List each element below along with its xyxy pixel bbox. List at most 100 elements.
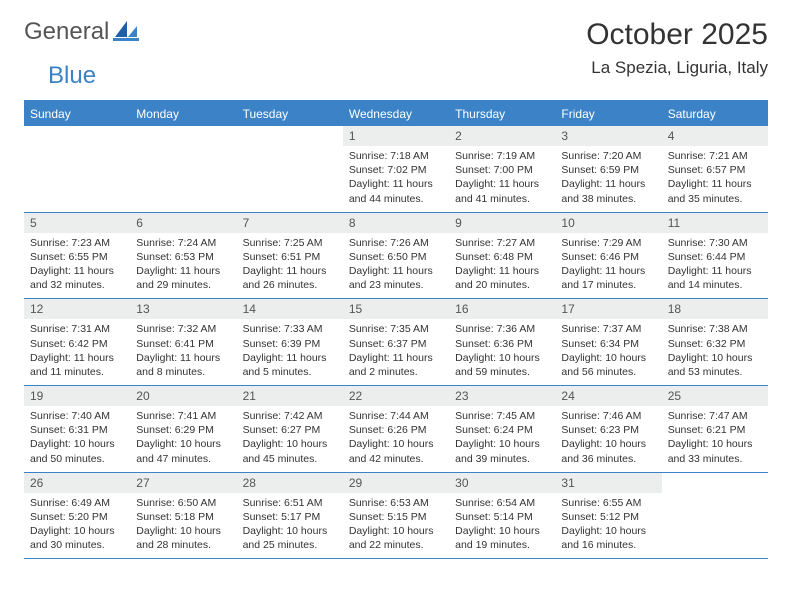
day-details: Sunrise: 7:41 AMSunset: 6:29 PMDaylight:… (130, 406, 236, 472)
weekday-tuesday: Tuesday (237, 102, 343, 126)
calendar: Sunday Monday Tuesday Wednesday Thursday… (24, 100, 768, 559)
day-details: Sunrise: 6:53 AMSunset: 5:15 PMDaylight:… (343, 493, 449, 559)
calendar-week: 26Sunrise: 6:49 AMSunset: 5:20 PMDayligh… (24, 473, 768, 560)
day-details: Sunrise: 7:19 AMSunset: 7:00 PMDaylight:… (449, 146, 555, 212)
day-number: 6 (130, 213, 236, 233)
day-number: 20 (130, 386, 236, 406)
day-number: 22 (343, 386, 449, 406)
calendar-cell: 10Sunrise: 7:29 AMSunset: 6:46 PMDayligh… (555, 213, 661, 299)
day-details: Sunrise: 7:32 AMSunset: 6:41 PMDaylight:… (130, 319, 236, 385)
day-details: Sunrise: 6:54 AMSunset: 5:14 PMDaylight:… (449, 493, 555, 559)
day-details: Sunrise: 7:21 AMSunset: 6:57 PMDaylight:… (662, 146, 768, 212)
day-number: 4 (662, 126, 768, 146)
day-details: Sunrise: 7:30 AMSunset: 6:44 PMDaylight:… (662, 233, 768, 299)
day-details: Sunrise: 7:20 AMSunset: 6:59 PMDaylight:… (555, 146, 661, 212)
weekday-monday: Monday (130, 102, 236, 126)
month-title: October 2025 (586, 18, 768, 52)
weekday-saturday: Saturday (662, 102, 768, 126)
day-number: 27 (130, 473, 236, 493)
day-number: 28 (237, 473, 343, 493)
calendar-cell: 28Sunrise: 6:51 AMSunset: 5:17 PMDayligh… (237, 473, 343, 559)
calendar-week: 19Sunrise: 7:40 AMSunset: 6:31 PMDayligh… (24, 386, 768, 473)
weekday-thursday: Thursday (449, 102, 555, 126)
calendar-cell: 29Sunrise: 6:53 AMSunset: 5:15 PMDayligh… (343, 473, 449, 559)
day-number: 5 (24, 213, 130, 233)
day-number: 17 (555, 299, 661, 319)
calendar-cell: 12Sunrise: 7:31 AMSunset: 6:42 PMDayligh… (24, 299, 130, 385)
calendar-week: 1Sunrise: 7:18 AMSunset: 7:02 PMDaylight… (24, 126, 768, 213)
day-number: 10 (555, 213, 661, 233)
day-details: Sunrise: 6:49 AMSunset: 5:20 PMDaylight:… (24, 493, 130, 559)
day-details: Sunrise: 7:35 AMSunset: 6:37 PMDaylight:… (343, 319, 449, 385)
day-details: Sunrise: 7:25 AMSunset: 6:51 PMDaylight:… (237, 233, 343, 299)
brand-logo: General (24, 18, 143, 46)
calendar-cell: 20Sunrise: 7:41 AMSunset: 6:29 PMDayligh… (130, 386, 236, 472)
day-number: 12 (24, 299, 130, 319)
calendar-week: 12Sunrise: 7:31 AMSunset: 6:42 PMDayligh… (24, 299, 768, 386)
calendar-cell (237, 126, 343, 212)
calendar-cell (24, 126, 130, 212)
calendar-cell: 1Sunrise: 7:18 AMSunset: 7:02 PMDaylight… (343, 126, 449, 212)
calendar-week: 5Sunrise: 7:23 AMSunset: 6:55 PMDaylight… (24, 213, 768, 300)
weekday-sunday: Sunday (24, 102, 130, 126)
calendar-cell: 23Sunrise: 7:45 AMSunset: 6:24 PMDayligh… (449, 386, 555, 472)
weekday-header: Sunday Monday Tuesday Wednesday Thursday… (24, 102, 768, 126)
calendar-cell: 14Sunrise: 7:33 AMSunset: 6:39 PMDayligh… (237, 299, 343, 385)
calendar-cell: 21Sunrise: 7:42 AMSunset: 6:27 PMDayligh… (237, 386, 343, 472)
day-details: Sunrise: 6:55 AMSunset: 5:12 PMDaylight:… (555, 493, 661, 559)
calendar-cell: 30Sunrise: 6:54 AMSunset: 5:14 PMDayligh… (449, 473, 555, 559)
calendar-cell: 9Sunrise: 7:27 AMSunset: 6:48 PMDaylight… (449, 213, 555, 299)
calendar-cell: 8Sunrise: 7:26 AMSunset: 6:50 PMDaylight… (343, 213, 449, 299)
calendar-cell: 19Sunrise: 7:40 AMSunset: 6:31 PMDayligh… (24, 386, 130, 472)
day-number: 18 (662, 299, 768, 319)
day-number: 1 (343, 126, 449, 146)
day-details: Sunrise: 6:50 AMSunset: 5:18 PMDaylight:… (130, 493, 236, 559)
sail-icon (113, 19, 139, 46)
day-details: Sunrise: 7:47 AMSunset: 6:21 PMDaylight:… (662, 406, 768, 472)
day-number: 13 (130, 299, 236, 319)
calendar-cell: 13Sunrise: 7:32 AMSunset: 6:41 PMDayligh… (130, 299, 236, 385)
day-number: 26 (24, 473, 130, 493)
day-details: Sunrise: 7:45 AMSunset: 6:24 PMDaylight:… (449, 406, 555, 472)
calendar-cell: 5Sunrise: 7:23 AMSunset: 6:55 PMDaylight… (24, 213, 130, 299)
calendar-cell: 4Sunrise: 7:21 AMSunset: 6:57 PMDaylight… (662, 126, 768, 212)
day-number: 31 (555, 473, 661, 493)
day-number: 14 (237, 299, 343, 319)
day-number: 16 (449, 299, 555, 319)
day-details: Sunrise: 6:51 AMSunset: 5:17 PMDaylight:… (237, 493, 343, 559)
day-number: 7 (237, 213, 343, 233)
day-details: Sunrise: 7:26 AMSunset: 6:50 PMDaylight:… (343, 233, 449, 299)
day-number: 24 (555, 386, 661, 406)
location-text: La Spezia, Liguria, Italy (586, 58, 768, 78)
calendar-cell (662, 473, 768, 559)
day-number: 19 (24, 386, 130, 406)
day-details: Sunrise: 7:24 AMSunset: 6:53 PMDaylight:… (130, 233, 236, 299)
day-details: Sunrise: 7:46 AMSunset: 6:23 PMDaylight:… (555, 406, 661, 472)
calendar-cell: 15Sunrise: 7:35 AMSunset: 6:37 PMDayligh… (343, 299, 449, 385)
day-details: Sunrise: 7:36 AMSunset: 6:36 PMDaylight:… (449, 319, 555, 385)
day-number: 15 (343, 299, 449, 319)
brand-name-b: Blue (48, 62, 96, 90)
day-details: Sunrise: 7:44 AMSunset: 6:26 PMDaylight:… (343, 406, 449, 472)
day-number: 30 (449, 473, 555, 493)
calendar-body: 1Sunrise: 7:18 AMSunset: 7:02 PMDaylight… (24, 126, 768, 559)
day-details: Sunrise: 7:38 AMSunset: 6:32 PMDaylight:… (662, 319, 768, 385)
day-number: 8 (343, 213, 449, 233)
day-number: 23 (449, 386, 555, 406)
calendar-cell: 2Sunrise: 7:19 AMSunset: 7:00 PMDaylight… (449, 126, 555, 212)
day-details: Sunrise: 7:42 AMSunset: 6:27 PMDaylight:… (237, 406, 343, 472)
calendar-cell: 27Sunrise: 6:50 AMSunset: 5:18 PMDayligh… (130, 473, 236, 559)
day-details: Sunrise: 7:27 AMSunset: 6:48 PMDaylight:… (449, 233, 555, 299)
day-number: 3 (555, 126, 661, 146)
calendar-cell: 18Sunrise: 7:38 AMSunset: 6:32 PMDayligh… (662, 299, 768, 385)
title-box: October 2025 La Spezia, Liguria, Italy (586, 18, 768, 78)
day-details: Sunrise: 7:31 AMSunset: 6:42 PMDaylight:… (24, 319, 130, 385)
calendar-cell: 26Sunrise: 6:49 AMSunset: 5:20 PMDayligh… (24, 473, 130, 559)
calendar-cell: 25Sunrise: 7:47 AMSunset: 6:21 PMDayligh… (662, 386, 768, 472)
day-number: 29 (343, 473, 449, 493)
day-details: Sunrise: 7:29 AMSunset: 6:46 PMDaylight:… (555, 233, 661, 299)
day-details: Sunrise: 7:23 AMSunset: 6:55 PMDaylight:… (24, 233, 130, 299)
calendar-cell: 7Sunrise: 7:25 AMSunset: 6:51 PMDaylight… (237, 213, 343, 299)
day-number: 21 (237, 386, 343, 406)
calendar-cell: 6Sunrise: 7:24 AMSunset: 6:53 PMDaylight… (130, 213, 236, 299)
